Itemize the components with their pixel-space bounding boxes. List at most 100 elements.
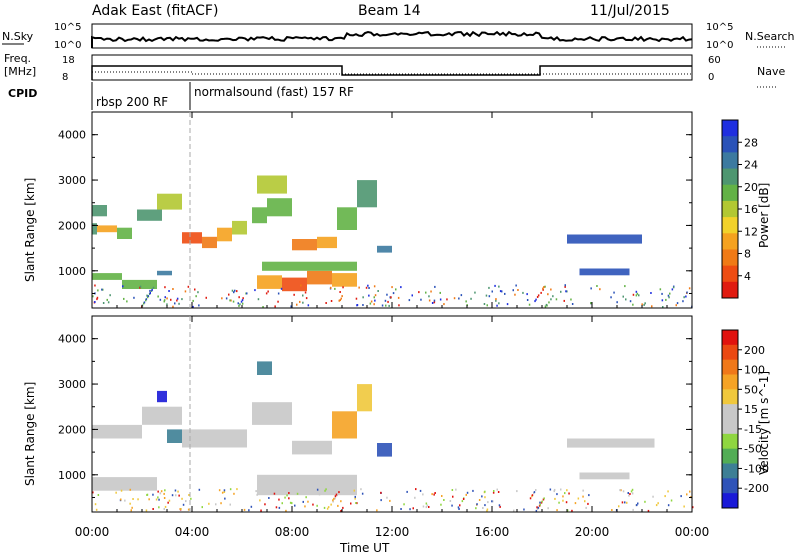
velocity-speckle bbox=[426, 504, 429, 507]
power-speckle bbox=[506, 303, 509, 306]
velocity-cell bbox=[292, 440, 332, 455]
velocity-speckle bbox=[621, 501, 624, 504]
velocity-speckle bbox=[644, 500, 646, 503]
power-speckle bbox=[418, 291, 420, 294]
velocity-speckle bbox=[689, 490, 691, 493]
velocity-y-ticks: 4000 3000 2000 1000 bbox=[58, 315, 692, 498]
velocity-colorbar-tick: -100 bbox=[744, 462, 769, 475]
power-speckle bbox=[616, 301, 618, 304]
velocity-speckle bbox=[120, 489, 123, 492]
power-speckle bbox=[342, 286, 344, 289]
power-speckle bbox=[434, 285, 436, 288]
velocity-speckle bbox=[637, 502, 639, 505]
velocity-speckle bbox=[554, 497, 556, 500]
power-speckle bbox=[496, 304, 498, 307]
power-speckle bbox=[542, 288, 544, 291]
power-speckle bbox=[163, 300, 165, 303]
velocity-speckle bbox=[484, 490, 486, 493]
power-speckle bbox=[547, 293, 549, 296]
velocity-speckle bbox=[513, 509, 515, 512]
power-plot-area bbox=[91, 111, 693, 309]
velocity-speckle bbox=[326, 507, 329, 510]
velocity-speckle bbox=[316, 504, 318, 507]
power-speckle bbox=[231, 289, 234, 292]
velocity-speckle bbox=[434, 492, 436, 494]
x-axis: 00:00 04:00 08:00 12:00 16:00 20:00 00:00 bbox=[75, 112, 709, 539]
power-speckle bbox=[146, 294, 148, 297]
velocity-speckle bbox=[531, 494, 534, 497]
velocity-speckle bbox=[560, 488, 562, 491]
power-speckle bbox=[164, 286, 166, 289]
velocity-speckle bbox=[201, 506, 203, 509]
power-speckle bbox=[672, 286, 675, 289]
radar-title: Adak East (fitACF) bbox=[92, 3, 218, 19]
power-speckle bbox=[563, 299, 565, 302]
cpid-segment-2: normalsound (fast) 157 RF bbox=[194, 85, 354, 99]
nsky-strip: N.Sky 10^5 10^0 10^5 10^0 N.Search bbox=[2, 22, 795, 51]
power-speckle bbox=[676, 302, 679, 305]
velocity-colorbar-tick: -15 bbox=[744, 423, 762, 436]
power-speckle bbox=[453, 297, 456, 300]
power-speckle bbox=[233, 291, 235, 294]
power-colorbar-tick: 16 bbox=[744, 203, 758, 216]
power-speckle bbox=[237, 302, 239, 305]
power-colorbar-swatch bbox=[722, 136, 738, 153]
velocity-speckle bbox=[568, 492, 570, 495]
power-speckle bbox=[522, 291, 524, 294]
power-speckle bbox=[362, 304, 364, 306]
velocity-speckle bbox=[332, 499, 334, 502]
velocity-speckle bbox=[171, 494, 174, 497]
velocity-speckle bbox=[187, 508, 190, 511]
velocity-speckle bbox=[215, 503, 217, 506]
power-speckle bbox=[661, 292, 663, 295]
velocity-speckle bbox=[243, 508, 246, 511]
power-speckle bbox=[668, 296, 670, 299]
velocity-speckle bbox=[516, 490, 518, 493]
velocity-speckle bbox=[629, 493, 631, 495]
power-speckle bbox=[625, 298, 627, 301]
velocity-speckle bbox=[288, 492, 290, 494]
y-tick-label: 2000 bbox=[58, 423, 86, 436]
power-cell bbox=[92, 223, 97, 235]
power-cell bbox=[307, 270, 332, 285]
freq-label: Freq. bbox=[4, 52, 31, 65]
velocity-speckle bbox=[627, 492, 629, 494]
power-speckle bbox=[400, 286, 402, 289]
power-speckle bbox=[494, 284, 496, 287]
power-speckle bbox=[536, 296, 539, 298]
velocity-speckle bbox=[175, 494, 177, 497]
power-colorbar-tick: 8 bbox=[744, 248, 751, 261]
power-speckle bbox=[102, 302, 105, 304]
power-speckle bbox=[517, 289, 519, 291]
power-speckle bbox=[92, 295, 94, 298]
power-speckle bbox=[262, 306, 264, 308]
y-tick-label: 2000 bbox=[58, 219, 86, 232]
power-speckle bbox=[176, 297, 179, 300]
power-speckle bbox=[126, 300, 128, 303]
power-speckle bbox=[234, 289, 236, 292]
power-speckle bbox=[163, 299, 166, 302]
velocity-speckle bbox=[380, 491, 382, 494]
velocity-speckle bbox=[190, 497, 192, 500]
power-speckle bbox=[221, 297, 223, 300]
power-speckle bbox=[325, 302, 327, 304]
velocity-speckle bbox=[312, 503, 314, 506]
power-speckle bbox=[599, 288, 601, 291]
velocity-speckle bbox=[376, 509, 378, 512]
power-speckle bbox=[277, 292, 280, 295]
velocity-colorbar-swatch bbox=[722, 389, 738, 405]
velocity-speckle bbox=[652, 495, 654, 498]
velocity-speckle bbox=[160, 490, 163, 493]
power-speckle bbox=[246, 292, 248, 295]
power-speckle bbox=[365, 286, 368, 289]
power-speckle bbox=[544, 305, 547, 308]
power-speckle bbox=[685, 295, 687, 298]
velocity-speckle bbox=[167, 501, 169, 504]
power-speckle bbox=[181, 298, 183, 301]
velocity-speckle bbox=[667, 504, 670, 507]
power-speckle bbox=[446, 298, 448, 301]
velocity-speckle bbox=[177, 490, 179, 493]
velocity-speckle bbox=[499, 505, 501, 508]
velocity-speckle bbox=[353, 489, 355, 492]
power-speckle bbox=[374, 294, 377, 297]
